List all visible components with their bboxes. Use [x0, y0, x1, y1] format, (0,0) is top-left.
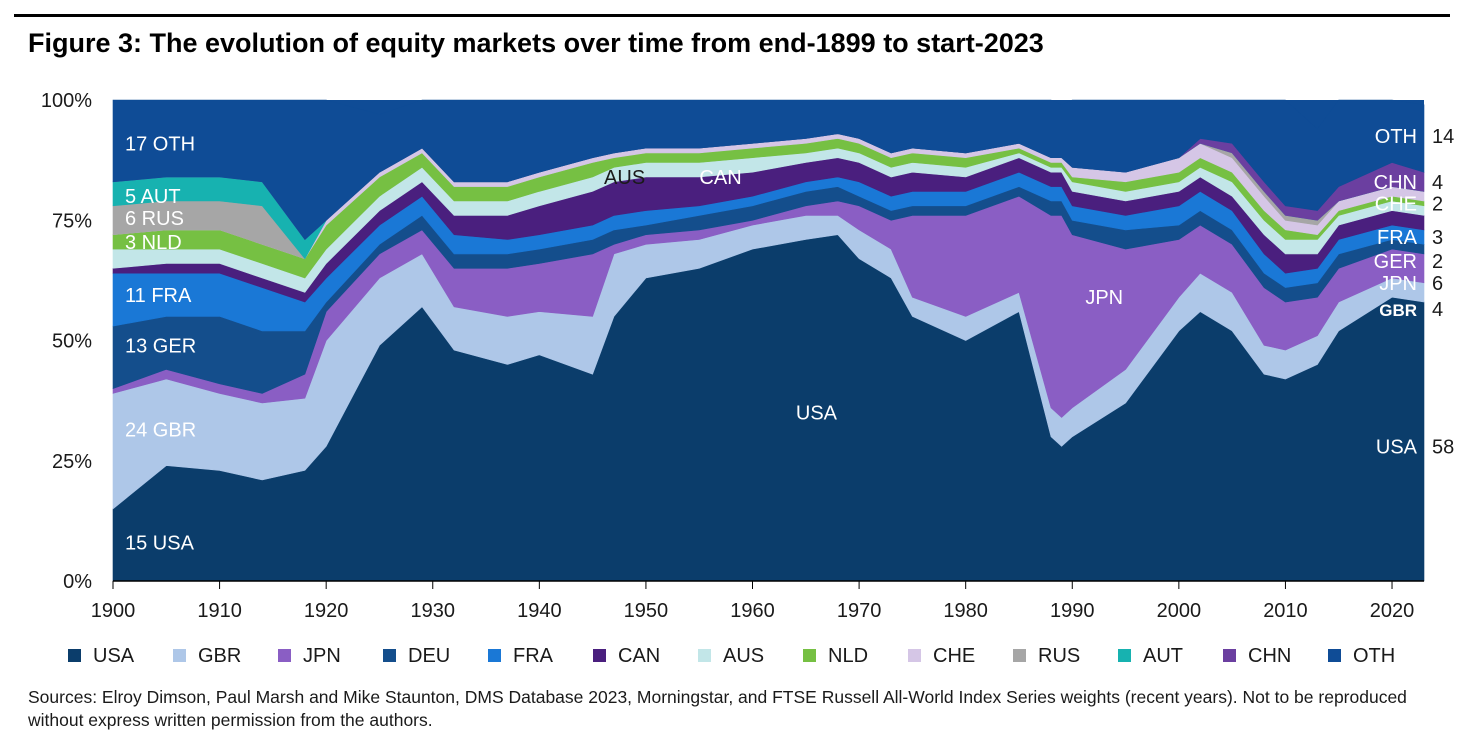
legend-item-nld: NLD — [803, 645, 868, 667]
legend-item-oth: OTH — [1328, 645, 1395, 667]
left-label: 17 OTH — [125, 133, 195, 155]
legend-swatch — [1013, 649, 1026, 662]
legend-item-chn: CHN — [1223, 645, 1291, 667]
legend-label: USA — [93, 645, 135, 667]
y-tick-label: 50% — [52, 331, 92, 353]
legend-item-deu: DEU — [383, 645, 450, 667]
right-label-value: 3 — [1432, 227, 1443, 249]
title-rule — [14, 14, 1450, 17]
y-tick-label: 75% — [52, 210, 92, 232]
legend-swatch — [803, 649, 816, 662]
legend-label: CHN — [1248, 645, 1291, 667]
legend: USA GBR JPN DEU FRA CAN AUS NLD CHE RUS AUT CHN OTH — [68, 645, 1395, 667]
y-tick-label: 0% — [63, 571, 92, 593]
left-label: 15 USA — [125, 533, 195, 555]
x-tick-label: 2020 — [1370, 600, 1415, 622]
legend-item-can: CAN — [593, 645, 660, 667]
right-label-value: 2 — [1432, 251, 1443, 273]
legend-label: FRA — [513, 645, 554, 667]
x-tick-label: 1970 — [837, 600, 882, 622]
right-label-name: FRA — [1377, 227, 1418, 249]
x-tick-label: 1990 — [1050, 600, 1095, 622]
legend-label: AUT — [1143, 645, 1183, 667]
legend-label: RUS — [1038, 645, 1080, 667]
legend-item-usa: USA — [68, 645, 135, 667]
y-tick-label: 100% — [41, 90, 92, 112]
right-label-value: 58 — [1432, 436, 1454, 458]
legend-item-rus: RUS — [1013, 645, 1080, 667]
legend-item-aus: AUS — [698, 645, 764, 667]
legend-swatch — [383, 649, 396, 662]
legend-item-gbr: GBR — [173, 645, 241, 667]
legend-label: JPN — [303, 645, 341, 667]
x-tick-label: 2010 — [1263, 600, 1308, 622]
x-tick-label: 2000 — [1157, 600, 1202, 622]
x-tick-label: 1930 — [411, 600, 456, 622]
legend-swatch — [173, 649, 186, 662]
inner-label: AUS — [604, 167, 645, 189]
right-label-value: 6 — [1432, 273, 1443, 295]
x-tick-label: 1900 — [91, 600, 136, 622]
legend-swatch — [68, 649, 81, 662]
right-label-name: OTH — [1375, 126, 1417, 148]
right-label-value: 4 — [1432, 299, 1443, 321]
legend-label: NLD — [828, 645, 868, 667]
x-tick-label: 1960 — [730, 600, 775, 622]
area-oth — [112, 99, 1425, 240]
inner-label: USA — [796, 403, 838, 425]
area-layers — [112, 99, 1425, 582]
left-label: 6 RUS — [125, 208, 184, 230]
y-tick-label: 25% — [52, 451, 92, 473]
legend-label: DEU — [408, 645, 450, 667]
right-label-name: GER — [1374, 251, 1417, 273]
legend-item-aut: AUT — [1118, 645, 1183, 667]
legend-swatch — [1223, 649, 1236, 662]
legend-swatch — [278, 649, 291, 662]
legend-label: OTH — [1353, 645, 1395, 667]
right-label-name: USA — [1376, 436, 1418, 458]
source-note: Sources: Elroy Dimson, Paul Marsh and Mi… — [28, 687, 1407, 730]
x-tick-label: 1950 — [624, 600, 669, 622]
legend-swatch — [908, 649, 921, 662]
legend-swatch — [698, 649, 711, 662]
legend-label: GBR — [198, 645, 241, 667]
left-label: 5 AUT — [125, 186, 181, 208]
legend-swatch — [488, 649, 501, 662]
x-tick-label: 1920 — [304, 600, 349, 622]
right-label-name: JPN — [1379, 273, 1417, 295]
right-labels: OTH 14 CHN 4 CHE 2 FRA 3 GER 2 JPN 6 GBR 4 USA 58 — [1374, 126, 1455, 458]
left-label: 11 FRA — [125, 285, 192, 307]
x-tick-label: 1980 — [943, 600, 988, 622]
axes: 1900 1910 1920 1930 1940 1950 1960 1970 1980 1990… — [41, 90, 1424, 622]
legend-item-che: CHE — [908, 645, 975, 667]
right-label-name: GBR — [1379, 301, 1417, 320]
right-label-value: 2 — [1432, 193, 1443, 215]
legend-label: AUS — [723, 645, 764, 667]
stacked-area-chart: 1900 1910 1920 1930 1940 1950 1960 1970 1980 1990… — [41, 90, 1455, 667]
legend-swatch — [593, 649, 606, 662]
right-label-name: CHE — [1375, 193, 1417, 215]
inner-label: JPN — [1085, 287, 1123, 309]
x-tick-label: 1940 — [517, 600, 562, 622]
right-label-name: CHN — [1374, 172, 1417, 194]
inner-labels: USA JPN AUS CAN — [604, 167, 1123, 425]
left-label: 24 GBR — [125, 419, 196, 441]
legend-label: CAN — [618, 645, 660, 667]
legend-swatch — [1118, 649, 1131, 662]
left-label: 3 NLD — [125, 232, 182, 254]
inner-label: CAN — [699, 167, 741, 189]
legend-swatch — [1328, 649, 1341, 662]
x-tick-label: 1910 — [197, 600, 242, 622]
legend-item-fra: FRA — [488, 645, 554, 667]
legend-item-jpn: JPN — [278, 645, 341, 667]
legend-label: CHE — [933, 645, 975, 667]
chart-title: Figure 3: The evolution of equity market… — [28, 28, 1044, 58]
right-label-value: 4 — [1432, 172, 1443, 194]
left-label: 13 GER — [125, 335, 196, 357]
right-label-value: 14 — [1432, 126, 1454, 148]
